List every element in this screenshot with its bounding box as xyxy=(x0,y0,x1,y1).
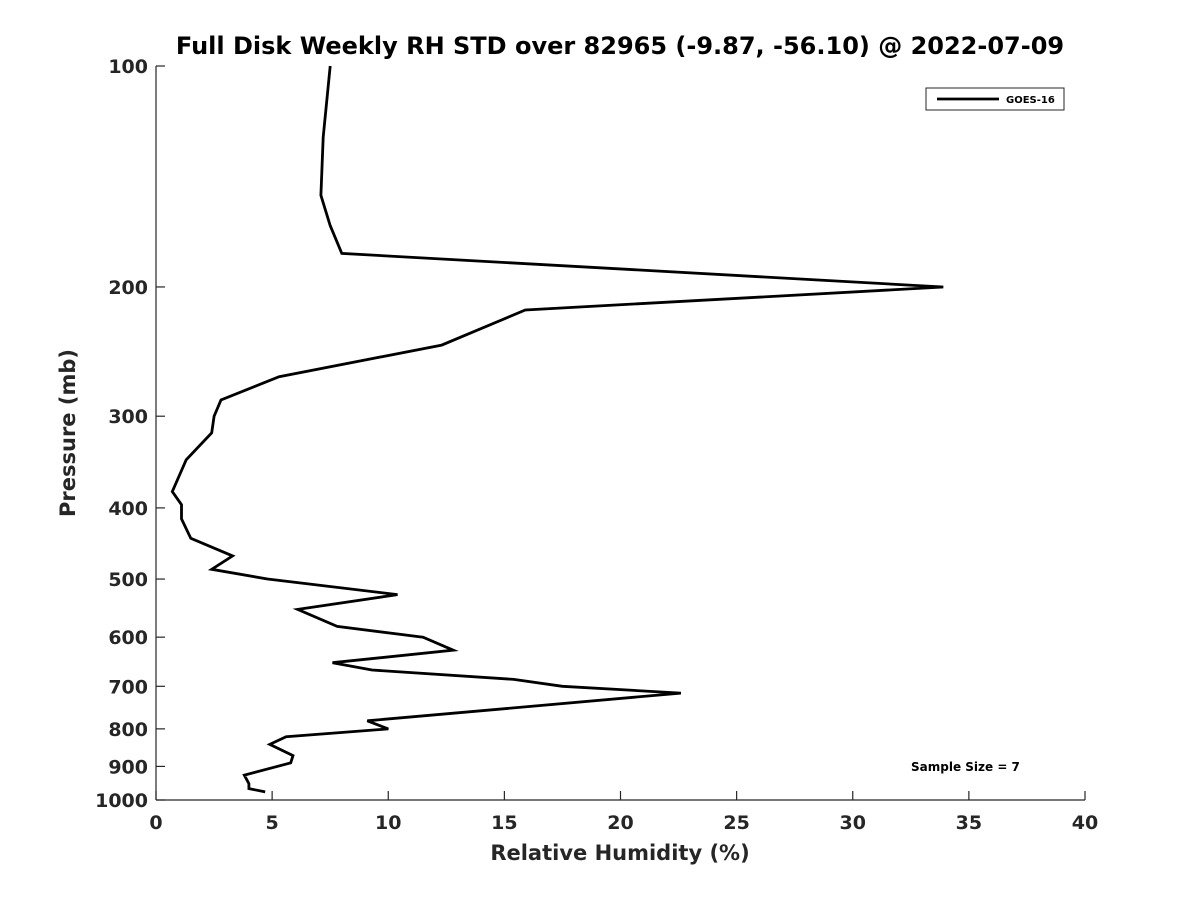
legend-entry-goes-16: GOES-16 xyxy=(1006,95,1055,106)
x-axis-label: Relative Humidity (%) xyxy=(490,841,749,865)
y-tick-label: 200 xyxy=(108,277,148,299)
x-tick-label: 40 xyxy=(1072,812,1098,834)
x-tick-label: 20 xyxy=(607,812,633,834)
y-tick-label: 100 xyxy=(108,56,148,78)
y-axis-ticks: 100 200 300 400 500 600 700 800 900 1000 xyxy=(95,56,165,812)
legend: GOES-16 xyxy=(925,87,1065,111)
chart-title: Full Disk Weekly RH STD over 82965 (-9.8… xyxy=(176,32,1064,60)
sample-size-annotation: Sample Size = 7 xyxy=(911,760,1020,774)
x-tick-label: 35 xyxy=(956,812,982,834)
series-line-goes-16 xyxy=(170,65,944,794)
x-tick-label: 5 xyxy=(266,812,279,834)
x-tick-label: 15 xyxy=(491,812,517,834)
y-tick-label: 300 xyxy=(108,406,148,428)
y-tick-label: 600 xyxy=(108,627,148,649)
y-tick-label: 700 xyxy=(108,676,148,698)
y-tick-label: 800 xyxy=(108,719,148,741)
y-tick-label: 400 xyxy=(108,498,148,520)
y-tick-label: 1000 xyxy=(95,790,148,812)
x-tick-label: 0 xyxy=(149,812,162,834)
y-tick-label: 900 xyxy=(108,756,148,778)
y-tick-label: 500 xyxy=(108,569,148,591)
x-axis-ticks: 0 5 10 15 20 25 30 35 40 xyxy=(149,791,1098,834)
y-axis-label: Pressure (mb) xyxy=(56,349,80,517)
x-tick-label: 30 xyxy=(840,812,866,834)
x-tick-label: 10 xyxy=(375,812,401,834)
x-tick-label: 25 xyxy=(723,812,749,834)
